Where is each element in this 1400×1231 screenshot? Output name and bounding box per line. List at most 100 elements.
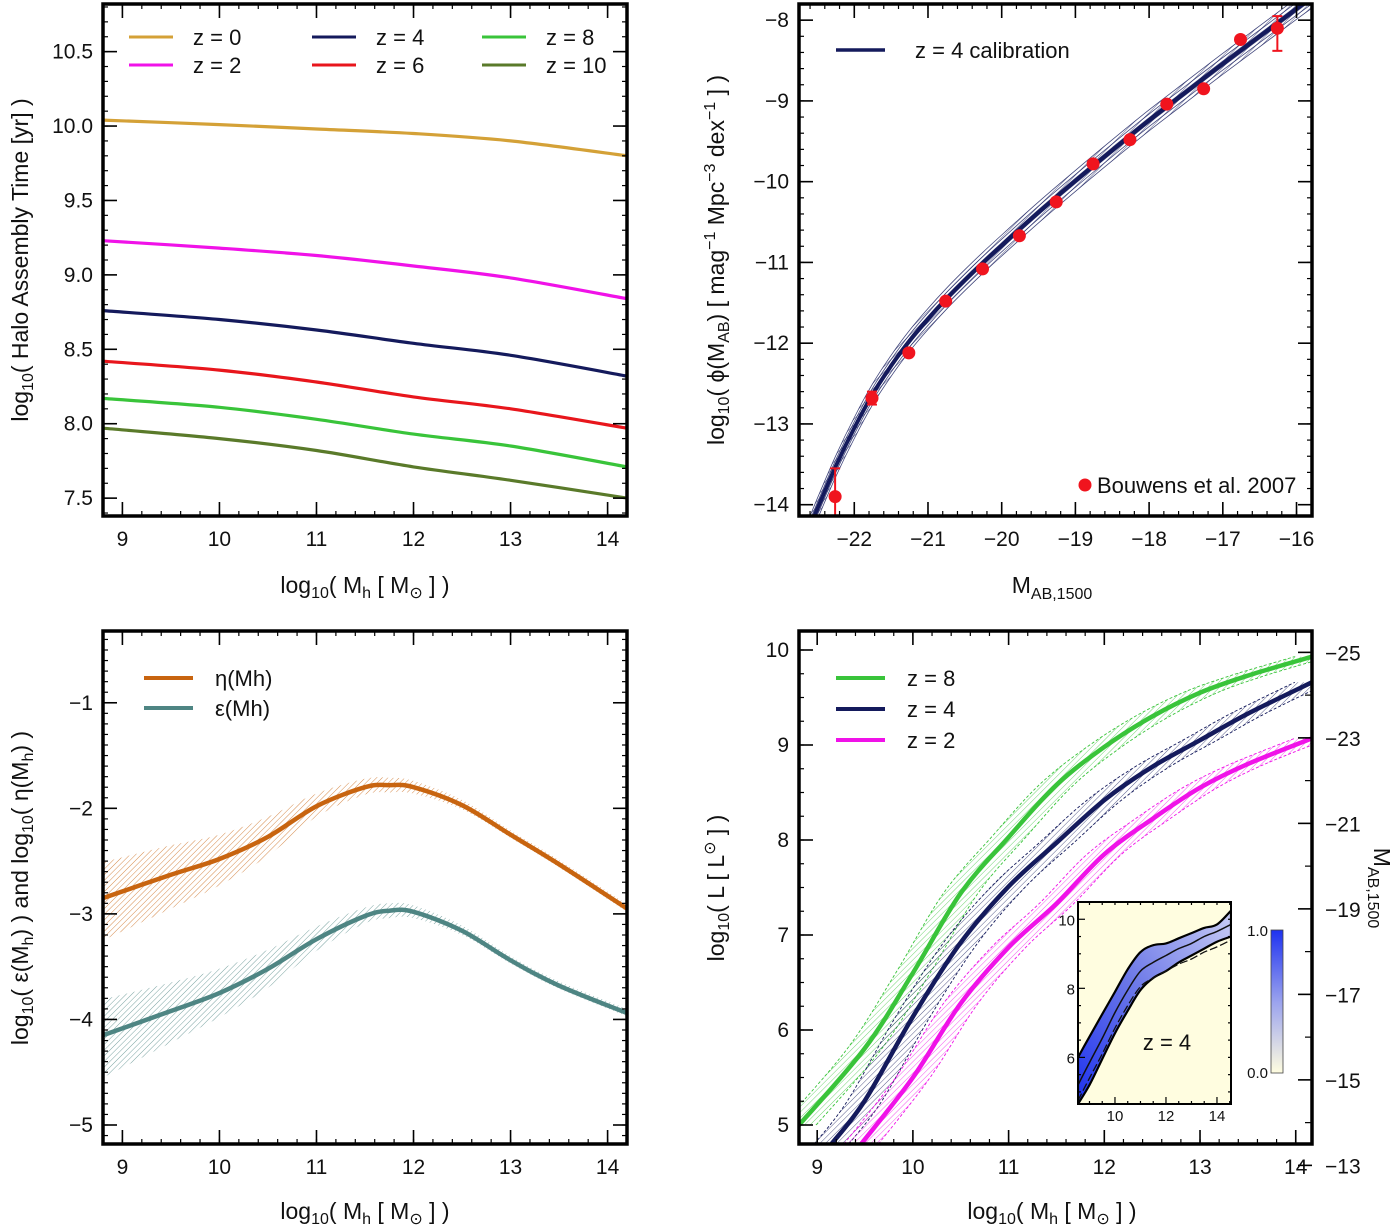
series-line <box>103 782 627 911</box>
data-point <box>1234 33 1248 47</box>
model-line <box>812 4 1307 516</box>
y-tick-label: 9.5 <box>64 189 93 212</box>
data-point <box>1086 157 1100 171</box>
y-tick-label: 7 <box>777 924 789 947</box>
inset-median-line <box>1078 923 1231 1086</box>
colorbar <box>1270 929 1284 1074</box>
data-point <box>1049 195 1063 209</box>
series-line-z8 <box>103 396 627 469</box>
y-tick-label: 7.5 <box>64 487 93 510</box>
x-tick-label: 9 <box>811 1156 823 1179</box>
data-point <box>1123 133 1137 147</box>
y-tick-label: 10 <box>766 639 789 662</box>
plot-frame <box>101 2 629 518</box>
series-line <box>799 654 1312 1127</box>
x-tick-label: 14 <box>1284 1156 1308 1179</box>
x-tick-label: 9 <box>117 1156 129 1179</box>
y-tick-label: 5 <box>777 1114 789 1137</box>
plot-frame <box>797 629 1314 1146</box>
inset-y-tick-label: 10 <box>1058 912 1075 929</box>
y-tick-label: 8.5 <box>64 338 93 361</box>
data-point <box>939 294 953 308</box>
y-axis-label: log10( L [ L⊙ ] ) <box>702 815 733 962</box>
x-tick-label: −21 <box>910 528 946 551</box>
inset-plot-area <box>1078 909 1231 1104</box>
y-tick-label: 9.0 <box>64 264 93 287</box>
model-realization-line <box>809 4 1290 516</box>
legend-marker <box>1078 478 1092 492</box>
x-axis-label: log10( Mh [ M⊙ ] ) <box>967 1198 1136 1228</box>
inset-label: z = 4 <box>1143 1030 1191 1055</box>
x-tick-label: 9 <box>117 528 129 551</box>
legend-label: z = 0 <box>193 25 241 50</box>
x-axis-label: log10( Mh [ M⊙ ] ) <box>280 1198 449 1228</box>
right-tick-label: −23 <box>1325 728 1361 751</box>
series-line-z6 <box>103 359 627 430</box>
right-tick-label: −21 <box>1325 813 1361 836</box>
uncertainty-band <box>799 656 1312 1125</box>
y-tick-label: −3 <box>69 903 93 926</box>
series-line-z10 <box>103 426 627 500</box>
legend-label: z = 2 <box>907 728 955 753</box>
right-axis-label: MAB,1500 <box>1364 848 1395 929</box>
panel-efficiency: 9 10 11 12 13 14 −5 −4 −3 −2 −1 η(Mh) ε(Mh) log10( … <box>7 629 629 1228</box>
x-tick-label: −17 <box>1205 528 1241 551</box>
axes: 9 10 11 12 13 14 5 6 7 8 9 10 −25 −23 −21 −19 −17 −15 −13 <box>766 629 1361 1179</box>
x-tick-label: 10 <box>208 528 231 551</box>
y-tick-label: 10.0 <box>52 115 93 138</box>
x-tick-label: 11 <box>306 528 328 551</box>
x-tick-label: −19 <box>1058 528 1094 551</box>
y-tick-label: 8.0 <box>64 413 93 436</box>
x-tick-label: −18 <box>1131 528 1167 551</box>
x-tick-label: 13 <box>1188 1156 1211 1179</box>
legend-label: η(Mh) <box>215 666 272 691</box>
x-tick-label: 11 <box>998 1156 1020 1179</box>
inset-frame <box>1077 901 1232 1105</box>
legend-label: z = 2 <box>193 53 241 78</box>
band-edge-line <box>878 744 1312 1144</box>
y-tick-label: −10 <box>753 171 789 194</box>
series-line-z0 <box>103 118 627 158</box>
y-tick-label: −14 <box>753 494 789 517</box>
y-axis-label: log10( Halo Assembly Time [yr] ) <box>7 98 37 421</box>
y-tick-label: −9 <box>765 90 789 113</box>
legend-label: z = 4 <box>376 25 424 50</box>
x-tick-label: 12 <box>402 528 425 551</box>
data-point <box>1197 82 1211 96</box>
inset-plot: 10 12 14 6 8 10 z = 4 1.0 0.0 <box>1058 901 1284 1125</box>
y-tick-label: −2 <box>69 797 93 820</box>
right-tick-label: −17 <box>1325 984 1361 1007</box>
x-tick-label: 10 <box>901 1156 924 1179</box>
y-tick-label: −5 <box>69 1114 93 1137</box>
panel-uv-luminosity-function: −22 −21 −20 −19 −18 −17 −16 −14 −13 −12 −11 −10 −9 −8… <box>702 2 1314 603</box>
legend-label: z = 4 <box>907 697 955 722</box>
model-realization-line <box>812 4 1301 516</box>
data-point <box>865 391 879 405</box>
inset-density-region <box>1078 909 1231 1104</box>
band-edge-line <box>813 681 1295 1144</box>
series-line-z2 <box>103 239 627 301</box>
y-tick-label: 8 <box>777 829 789 852</box>
data-point <box>1012 229 1026 243</box>
x-tick-label: −22 <box>836 528 872 551</box>
inset-x-tick-label: 10 <box>1107 1108 1124 1125</box>
x-tick-label: 12 <box>1093 1156 1116 1179</box>
band-edge-line <box>799 656 1295 1107</box>
y-tick-label: −11 <box>755 251 789 274</box>
axes: −22 −21 −20 −19 −18 −17 −16 −14 −13 −12 −11 −10 −9 −8 <box>753 2 1314 551</box>
y-tick-label: −13 <box>753 413 789 436</box>
x-tick-label: 13 <box>499 528 522 551</box>
series-line <box>103 907 627 1038</box>
inset-y-tick-label: 8 <box>1067 981 1075 998</box>
x-tick-label: 12 <box>402 1156 425 1179</box>
uncertainty-band <box>103 777 627 941</box>
axes: 9 10 11 12 13 14 7.5 8.0 8.5 9.0 9.5 10.0 10.5 <box>52 2 629 551</box>
y-tick-label: 10.5 <box>52 41 93 64</box>
plot-area <box>799 654 1312 1144</box>
x-tick-label: 10 <box>208 1156 231 1179</box>
x-tick-label: 14 <box>596 1156 620 1179</box>
inset-y-tick-label: 6 <box>1067 1050 1075 1067</box>
panel-assembly-time: 9 10 11 12 13 14 7.5 8.0 8.5 9.0 9.5 10.0 10.5 z = 0… <box>7 2 629 602</box>
axes: 9 10 11 12 13 14 −5 −4 −3 −2 −1 <box>69 629 629 1179</box>
y-tick-label: −1 <box>69 692 93 715</box>
